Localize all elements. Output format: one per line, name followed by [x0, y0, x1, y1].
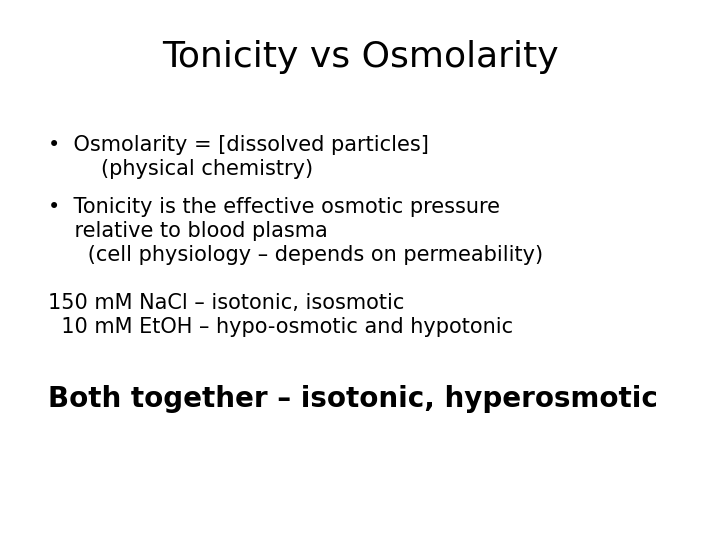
- Text: Tonicity vs Osmolarity: Tonicity vs Osmolarity: [162, 40, 558, 74]
- Text: (physical chemistry): (physical chemistry): [48, 159, 313, 179]
- Text: (cell physiology – depends on permeability): (cell physiology – depends on permeabili…: [48, 245, 543, 265]
- Text: relative to blood plasma: relative to blood plasma: [48, 221, 328, 241]
- Text: •  Osmolarity = [dissolved particles]: • Osmolarity = [dissolved particles]: [48, 135, 429, 155]
- Text: 10 mM EtOH – hypo-osmotic and hypotonic: 10 mM EtOH – hypo-osmotic and hypotonic: [48, 318, 513, 338]
- Text: 150 mM NaCl – isotonic, isosmotic: 150 mM NaCl – isotonic, isosmotic: [48, 293, 405, 313]
- Text: •  Tonicity is the effective osmotic pressure: • Tonicity is the effective osmotic pres…: [48, 198, 500, 218]
- Text: Both together – isotonic, hyperosmotic: Both together – isotonic, hyperosmotic: [48, 384, 658, 413]
